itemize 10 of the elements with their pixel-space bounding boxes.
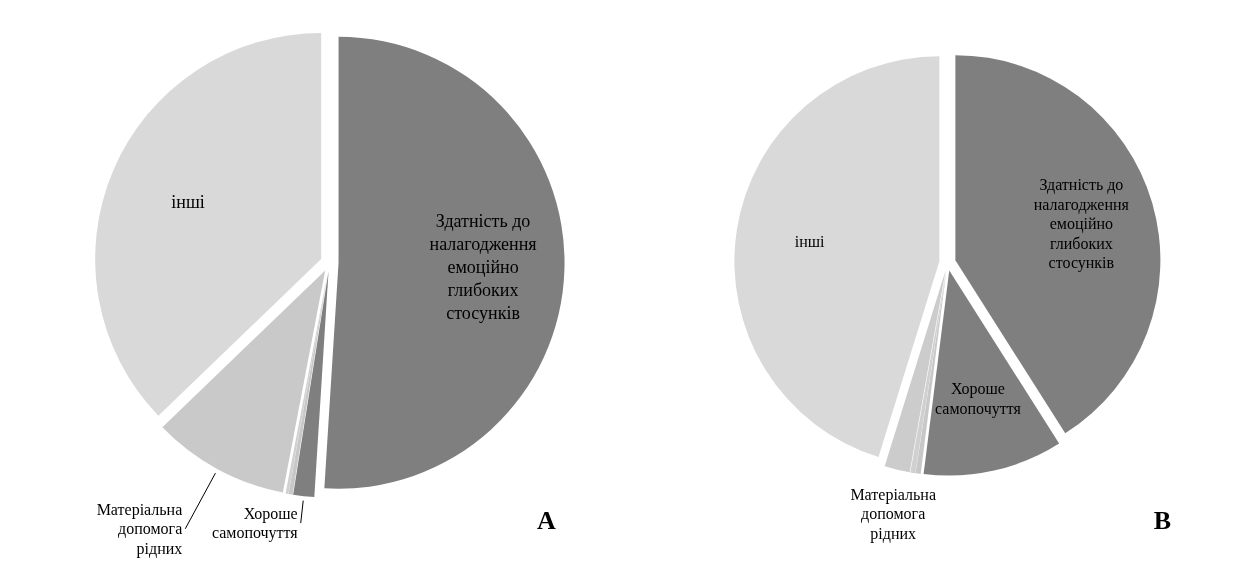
slice-label: Хороше самопочуття [934,380,1022,418]
slice-label: Хороше самопочуття [211,504,299,543]
slice-label: Здатність до налагодження емоційно глибоких стосунків [429,211,537,324]
slice-label: інші [171,192,205,213]
text: A [537,506,557,535]
text: B [1153,506,1172,535]
slice-label: Матеріальна допомога рідних [96,500,183,558]
slice-label: Здатність до налагодження емоційно глибоких стосунків [1033,176,1130,273]
slice-label: Матеріальна допомога рідних [850,485,937,543]
slice-label: інші [794,233,826,251]
